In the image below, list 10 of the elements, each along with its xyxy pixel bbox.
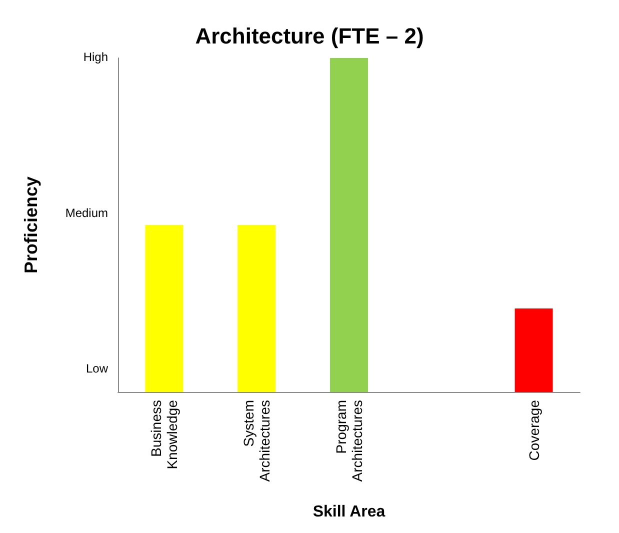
- x-axis-title: Skill Area: [312, 504, 386, 520]
- y-axis-title: Proficiency: [21, 176, 41, 274]
- text: Low: [86, 362, 108, 376]
- text: Medium: [65, 206, 108, 220]
- x-tick-label: Program Architectures: [333, 400, 365, 482]
- chart-title: Architecture (FTE – 2): [195, 24, 424, 48]
- x-tick-label: Business Knowledge: [148, 400, 180, 470]
- x-tick-label: Coverage: [526, 400, 542, 461]
- text: High: [83, 50, 108, 64]
- x-tick-label: System Architectures: [240, 400, 273, 482]
